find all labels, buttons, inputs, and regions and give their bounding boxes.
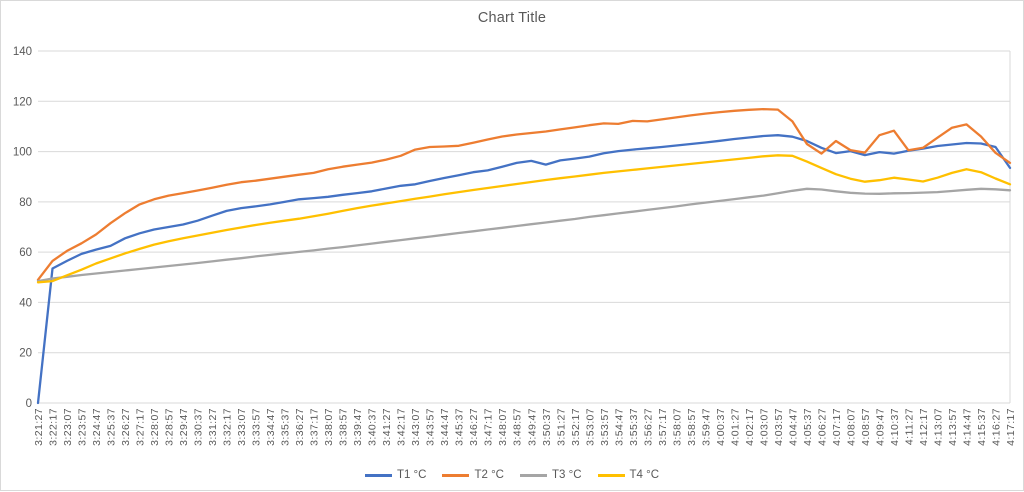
x-axis-label: 3:45:37 <box>454 408 466 446</box>
y-tick-label-0: 0 <box>26 398 32 410</box>
x-axis-label: 3:44:47 <box>439 408 451 446</box>
legend-label: T4 °C <box>629 469 660 481</box>
series-line-t2-c[interactable] <box>36 107 1012 281</box>
series-line-t4-c[interactable] <box>36 154 1012 284</box>
legend-label: T1 °C <box>396 469 427 481</box>
legend-swatch-icon <box>597 473 625 477</box>
x-axis-label: 3:47:17 <box>483 408 495 446</box>
x-axis-label: 3:41:27 <box>381 408 393 446</box>
x-axis-label: 3:55:37 <box>628 408 640 446</box>
legend-item-t1-c[interactable]: T1 °C <box>364 469 427 481</box>
x-axis-label: 3:32:17 <box>222 408 234 446</box>
x-axis-label: 3:35:37 <box>280 408 292 446</box>
x-axis-label: 4:07:17 <box>831 408 843 446</box>
x-axis-label: 4:03:07 <box>758 408 770 446</box>
x-axis-label: 3:25:37 <box>106 408 118 446</box>
x-axis-label: 3:33:07 <box>236 408 248 446</box>
x-axis-label: 3:49:47 <box>526 408 538 446</box>
x-axis-label: 4:08:07 <box>845 408 857 446</box>
legend: T1 °C T2 °C T3 °C T4 °C <box>1 469 1023 481</box>
x-axis-label: 4:14:47 <box>961 408 973 446</box>
x-axis-label: 3:30:37 <box>193 408 205 446</box>
x-axis-label: 3:56:27 <box>642 408 654 446</box>
series-line-t3-c[interactable] <box>36 187 1012 283</box>
x-axis-label: 4:17:17 <box>1005 408 1017 446</box>
x-axis-label: 3:24:47 <box>91 408 103 446</box>
x-axis-label: 3:43:07 <box>410 408 422 446</box>
legend-swatch-icon <box>442 473 470 477</box>
x-axis-label: 4:12:17 <box>918 408 930 446</box>
x-axis-label: 3:38:57 <box>338 408 350 446</box>
x-axis-label: 4:13:57 <box>947 408 959 446</box>
x-axis-label: 4:05:37 <box>802 408 814 446</box>
legend-label: T2 °C <box>474 469 504 481</box>
x-axis-label: 4:09:47 <box>874 408 886 446</box>
x-axis-label: 4:02:17 <box>744 408 756 446</box>
y-tick-label-80: 80 <box>19 197 32 209</box>
x-axis-label: 3:21:27 <box>33 408 45 446</box>
series-line-t1-c[interactable] <box>36 134 1012 405</box>
x-axis-label: 4:06:27 <box>816 408 828 446</box>
y-tick-label-40: 40 <box>19 297 32 309</box>
x-axis-label: 3:26:27 <box>120 408 132 446</box>
x-axis-label: 3:31:27 <box>207 408 219 446</box>
x-axis-label: 3:48:07 <box>497 408 509 446</box>
x-axis-label: 3:36:27 <box>294 408 306 446</box>
x-axis-label: 3:58:07 <box>671 408 683 446</box>
x-axis-label: 3:58:57 <box>686 408 698 446</box>
x-axis-label: 3:43:57 <box>425 408 437 446</box>
y-tick-label-20: 20 <box>19 348 32 360</box>
x-axis-label: 4:16:27 <box>990 408 1002 446</box>
x-axis-label: 3:34:47 <box>265 408 277 446</box>
legend-item-t4-c[interactable]: T4 °C <box>597 469 660 481</box>
x-axis-label: 3:28:57 <box>164 408 176 446</box>
legend-swatch-icon <box>364 473 392 477</box>
x-axis-label: 3:27:17 <box>135 408 147 446</box>
x-axis-label: 3:57:17 <box>657 408 669 446</box>
legend-item-t2-c[interactable]: T2 °C <box>442 469 504 481</box>
x-axis-label: 3:22:17 <box>48 408 60 446</box>
x-axis-label: 4:00:37 <box>715 408 727 446</box>
x-axis-label: 3:28:07 <box>149 408 161 446</box>
x-axis-label: 4:10:37 <box>889 408 901 446</box>
x-axis-label: 3:53:07 <box>584 408 596 446</box>
x-axis-label: 3:53:57 <box>599 408 611 446</box>
x-axis-label: 3:42:17 <box>396 408 408 446</box>
x-axis-label: 3:23:57 <box>77 408 89 446</box>
x-axis-label: 3:37:17 <box>309 408 321 446</box>
chart-title: Chart Title <box>477 10 547 26</box>
x-axis-label: 3:48:57 <box>512 408 524 446</box>
x-axis-label: 4:13:07 <box>932 408 944 446</box>
x-axis-label: 3:39:47 <box>352 408 364 446</box>
x-axis-label: 3:54:47 <box>613 408 625 446</box>
x-axis-label: 3:40:37 <box>367 408 379 446</box>
y-tick-label-100: 100 <box>13 147 32 159</box>
x-axis-label: 3:59:47 <box>700 408 712 446</box>
x-axis-label: 4:08:57 <box>860 408 872 446</box>
x-axis-label: 3:50:37 <box>541 408 553 446</box>
x-axis-label: 3:29:47 <box>178 408 190 446</box>
legend-label: T3 °C <box>552 469 582 481</box>
y-tick-label-140: 140 <box>13 46 32 58</box>
x-axis-label: 4:03:57 <box>773 408 785 446</box>
y-tick-label-120: 120 <box>13 96 32 108</box>
x-axis-label: 3:38:07 <box>323 408 335 446</box>
x-axis-label: 4:04:47 <box>787 408 799 446</box>
x-axis-label: 4:11:27 <box>903 408 915 445</box>
x-axis-label: 3:46:27 <box>468 408 480 446</box>
legend-swatch-icon <box>520 473 547 477</box>
y-tick-label-60: 60 <box>19 247 32 259</box>
x-axis-label: 3:33:57 <box>251 408 263 446</box>
legend-item-t3-c[interactable]: T3 °C <box>520 469 582 481</box>
x-axis-label: 3:23:07 <box>62 408 74 446</box>
x-axis-label: 4:15:37 <box>976 408 988 446</box>
x-axis-label: 3:51:27 <box>555 408 567 446</box>
x-axis-label: 4:01:27 <box>729 408 741 446</box>
x-axis-label: 3:52:17 <box>570 408 582 446</box>
